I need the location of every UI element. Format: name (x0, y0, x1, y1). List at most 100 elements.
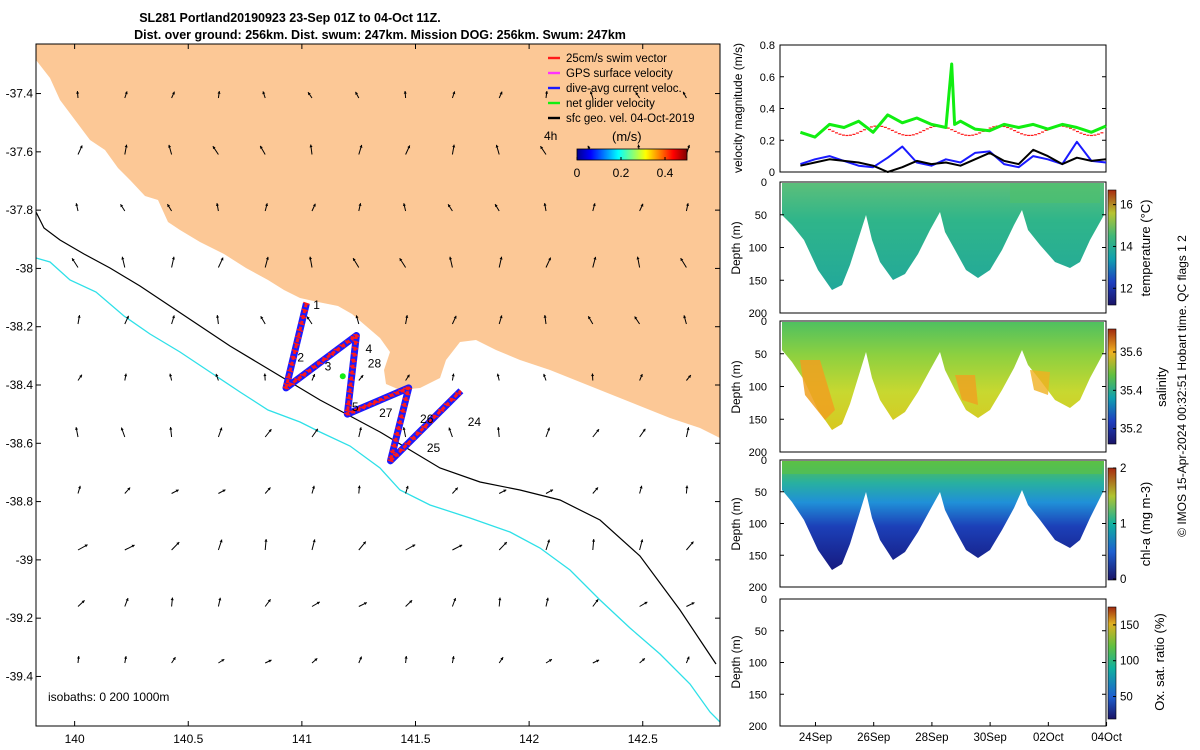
swim-vector (388, 393, 395, 397)
current-arrowhead (503, 542, 507, 545)
colorbar-tick-label: 35.6 (1120, 347, 1142, 359)
current-arrowhead (79, 145, 83, 149)
current-arrowhead (127, 487, 131, 491)
current-arrowhead (595, 487, 599, 491)
current-arrowhead (448, 427, 452, 431)
current-arrowhead (76, 91, 80, 94)
current-arrowhead (358, 427, 363, 431)
swim-vector (378, 397, 385, 402)
depth-tick-label: 100 (749, 658, 767, 670)
current-arrowhead (682, 91, 686, 95)
swim-vector (401, 403, 408, 408)
swim-vector (295, 335, 302, 339)
colorbar-tick-label: 150 (1120, 620, 1139, 632)
velocity-series-line (800, 148, 1107, 173)
current-arrowhead (547, 539, 551, 543)
current-arrowhead (120, 427, 124, 431)
current-arrowhead (588, 316, 591, 320)
map-ytick-label: -39.4 (6, 669, 34, 683)
current-arrowhead (409, 600, 413, 604)
current-arrowhead (309, 144, 313, 148)
swim-vector (404, 442, 411, 446)
current-arrowhead (589, 91, 593, 95)
swim-vector (327, 352, 335, 357)
current-arrowhead (121, 256, 125, 260)
current-arrowhead (453, 315, 457, 319)
current-arrowhead (359, 144, 363, 148)
current-arrowhead (596, 429, 600, 433)
depth-tick-label: 50 (755, 349, 767, 361)
swim-vector (421, 425, 428, 429)
swim-vector (333, 348, 340, 352)
swim-vector (298, 322, 305, 326)
swim-vector (437, 408, 445, 413)
velocity-y-axis: 0 0.2 0.4 0.6 0.8 (760, 40, 1106, 179)
swim-vector (349, 410, 356, 414)
current-arrowhead (217, 91, 221, 94)
current-arrowhead (264, 539, 268, 542)
current-arrowhead (308, 256, 313, 260)
waypoint-label: 2 (297, 351, 304, 365)
current-arrowhead (176, 542, 180, 546)
current-arrowhead (263, 373, 267, 377)
swim-vector (398, 415, 405, 419)
colorbar-tick-label: 12 (1120, 283, 1133, 295)
map-ytick-label: -39 (16, 553, 34, 567)
current-arrowhead (402, 203, 406, 207)
map-xtick-label: 142.5 (628, 732, 658, 746)
current-arrowhead (644, 601, 648, 605)
current-arrowhead (218, 597, 222, 601)
swim-vector (288, 362, 295, 366)
glider-track (282, 301, 464, 465)
current-arrows (71, 90, 695, 664)
time-tick-label: 30Sep (973, 732, 1006, 744)
swim-vector (405, 386, 412, 390)
current-arrowhead (499, 315, 503, 319)
current-arrowhead (635, 92, 639, 96)
current-arrowhead (452, 144, 456, 148)
chla-ylabel: Depth (m) (729, 497, 743, 550)
swim-vector (282, 386, 290, 390)
map-xtick-label: 142 (519, 732, 539, 746)
swim-vector (392, 453, 400, 457)
swim-vector (409, 436, 417, 441)
map-ytick-label: -38.6 (6, 436, 34, 450)
swim-vector (352, 340, 359, 344)
current-arrowhead (642, 428, 646, 432)
temperature-section (782, 183, 1104, 290)
swim-vector (349, 365, 356, 369)
current-arrowhead (219, 539, 223, 543)
colorbar-tick-label: 2 (1120, 463, 1126, 475)
current-arrowhead (359, 656, 362, 660)
current-arrowhead (77, 315, 81, 318)
velocity-series (799, 62, 1107, 173)
colorbar-tick-label: 100 (1120, 656, 1139, 668)
waypoint-label: 24 (468, 415, 482, 429)
map-ytick-label: -37.4 (6, 87, 34, 101)
depth-tick-label: 50 (755, 210, 767, 222)
current-arrowhead (454, 487, 458, 491)
depth-tick-label: 150 (749, 414, 767, 426)
current-arrowhead (399, 258, 403, 262)
current-arrowhead (495, 204, 498, 208)
swim-vector (345, 403, 352, 407)
swim-vector (350, 358, 357, 363)
current-arrowhead (81, 600, 85, 604)
swim-vector (426, 419, 434, 424)
current-arrowhead (499, 256, 503, 260)
current-arrowhead (641, 658, 645, 662)
colorbar-tick-label: 1 (1120, 519, 1126, 531)
current-arrowhead (75, 203, 79, 207)
depth-tick-label: 50 (755, 487, 767, 499)
colorbar-tick-label: 14 (1120, 241, 1133, 253)
swim-vector (353, 408, 361, 412)
map-legend: 25cm/s swim vector GPS surface velocity di… (548, 53, 694, 125)
current-arrowhead (169, 427, 173, 430)
swim-vector (393, 432, 401, 437)
swim-vector (310, 365, 318, 369)
current-arrowhead (640, 203, 644, 207)
current-arrowhead (640, 539, 644, 543)
oxygen-colorbar (1107, 606, 1117, 720)
depth-tick-label: 150 (749, 689, 767, 701)
